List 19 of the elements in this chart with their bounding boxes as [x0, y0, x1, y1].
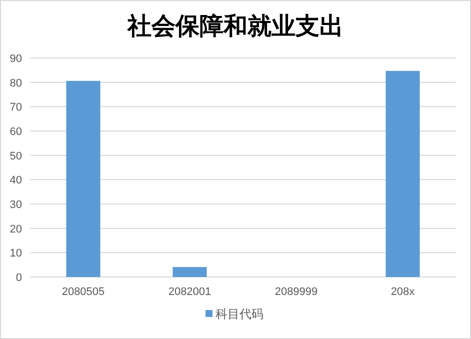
y-tick-label: 70: [10, 102, 22, 114]
y-tick-label: 20: [10, 223, 22, 236]
legend-label: 科目代码: [216, 307, 264, 321]
y-tick-label: 60: [10, 126, 22, 138]
x-tick-label: 2082001: [168, 286, 212, 298]
x-tick-label: 208x: [390, 286, 416, 298]
chart-title: 社会保障和就业支出: [126, 11, 344, 40]
y-tick-label: 50: [10, 150, 22, 162]
y-tick-label: 0: [16, 272, 22, 284]
bar: [66, 80, 100, 277]
y-tick-label: 80: [10, 77, 22, 90]
x-tick-label: 2089999: [274, 286, 318, 298]
x-tick-label: 2080505: [62, 286, 105, 298]
y-tick-label: 30: [10, 199, 22, 211]
bar: [386, 70, 420, 277]
y-tick-label: 40: [10, 174, 22, 187]
y-tick-label: 90: [10, 53, 22, 65]
y-tick-label: 10: [10, 248, 22, 260]
bar: [172, 267, 207, 277]
